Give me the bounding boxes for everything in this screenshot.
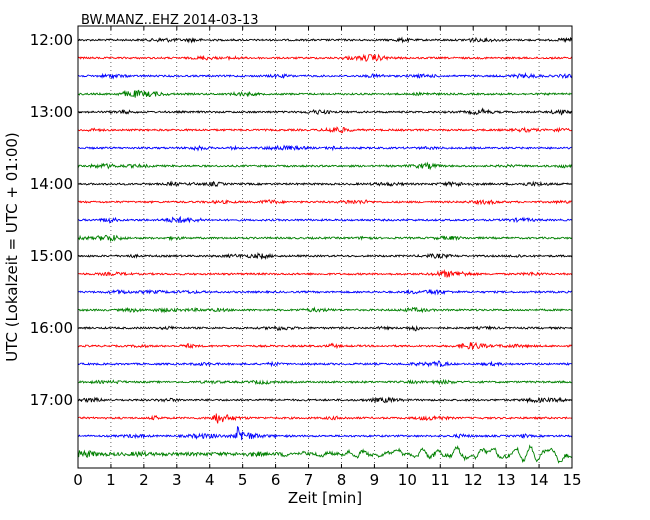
seismic-trace — [77, 36, 573, 44]
x-tick-label: 14 — [530, 471, 549, 489]
seismic-trace — [77, 251, 573, 260]
y-tick-label: 15:00 — [30, 247, 73, 265]
y-tick-label: 16:00 — [30, 319, 73, 337]
x-tick-label: 7 — [304, 471, 314, 489]
x-tick-label: 0 — [73, 471, 83, 489]
seismic-trace — [77, 53, 573, 62]
x-tick-label: 11 — [431, 471, 450, 489]
y-tick-label: 12:00 — [30, 31, 73, 49]
y-tick-label: 17:00 — [30, 391, 73, 409]
y-tick-label: 13:00 — [30, 103, 73, 121]
seismic-trace — [77, 126, 573, 134]
x-tick-label: 13 — [497, 471, 516, 489]
seismic-trace — [77, 144, 573, 152]
seismic-trace — [77, 425, 573, 441]
seismic-trace — [77, 161, 573, 171]
seismic-trace — [77, 360, 573, 368]
x-tick-label: 8 — [337, 471, 347, 489]
x-tick-label: 15 — [562, 471, 581, 489]
x-tick-label: 5 — [238, 471, 248, 489]
seismic-trace — [77, 199, 573, 206]
y-axis-label: UTC (Lokalzeit = UTC + 01:00) — [3, 132, 21, 362]
x-tick-label: 10 — [398, 471, 417, 489]
seismic-trace — [77, 341, 573, 351]
x-tick-label: 4 — [205, 471, 215, 489]
x-tick-label: 12 — [464, 471, 483, 489]
seismic-trace — [77, 324, 573, 332]
trace-layer — [77, 36, 573, 464]
grid-layer — [110, 26, 540, 468]
chart-title: BW.MANZ..EHZ 2014-03-13 — [81, 13, 259, 28]
x-tick-label: 6 — [271, 471, 281, 489]
x-tick-label: 3 — [172, 471, 182, 489]
seismic-trace — [77, 180, 573, 188]
seismic-trace — [77, 107, 573, 116]
x-tick-label: 1 — [106, 471, 116, 489]
x-tick-label: 2 — [139, 471, 149, 489]
seismic-trace — [77, 234, 573, 243]
seismic-trace — [77, 269, 573, 279]
seismic-trace — [77, 306, 573, 314]
seismic-trace — [77, 444, 573, 464]
seismic-trace — [77, 89, 573, 98]
seismic-trace — [77, 396, 573, 404]
y-tick-label: 14:00 — [30, 175, 73, 193]
seismic-trace — [77, 288, 573, 296]
x-tick-label: 9 — [370, 471, 380, 489]
seismic-trace — [77, 72, 573, 80]
tick-layer: 0 1 2 3 4 5 6 7 8 9 10 11 12 13 14 1512:0013:0014:0015:… — [30, 26, 582, 489]
seismic-trace — [77, 215, 573, 224]
seismic-trace — [78, 413, 573, 424]
seismic-trace — [78, 378, 573, 386]
x-axis-label: Zeit [min] — [288, 489, 362, 507]
plot-frame — [77, 25, 573, 469]
